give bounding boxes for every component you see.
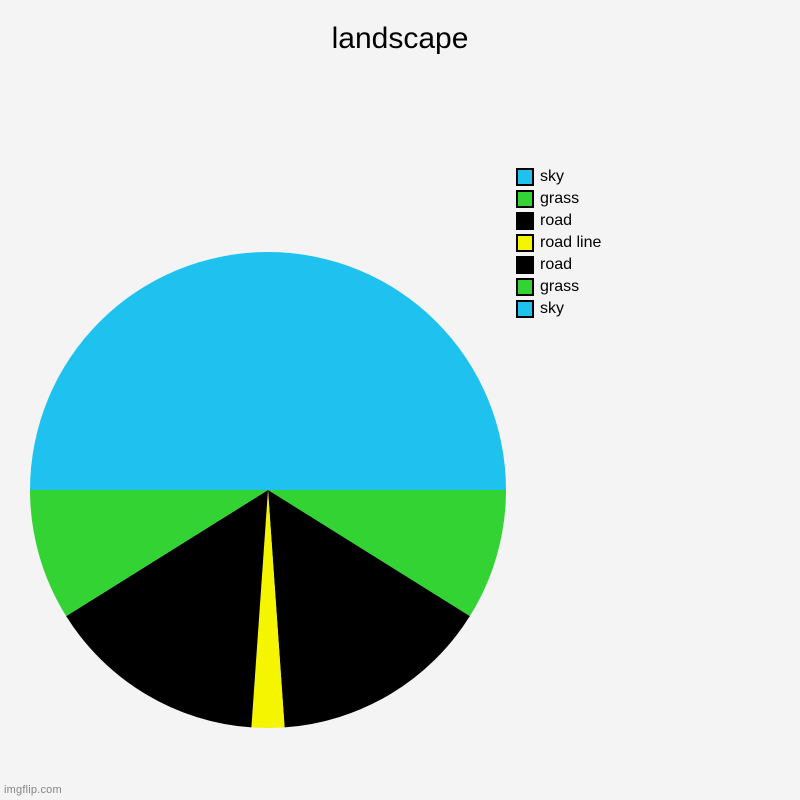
pie-slice-sky [30,252,268,490]
watermark: imgflip.com [4,784,62,796]
legend-label: road [540,212,572,230]
legend-swatch [516,256,534,274]
pie-svg [30,252,506,728]
legend: sky grass road road line road grass sky [516,168,601,322]
legend-item-road-line: road line [516,234,601,252]
legend-label: grass [540,278,579,296]
legend-label: sky [540,300,564,318]
page: landscape sky grass road road line road grass… [0,0,800,800]
legend-item-grass: grass [516,278,601,296]
legend-swatch [516,300,534,318]
legend-item-road: road [516,212,601,230]
legend-label: sky [540,168,564,186]
legend-swatch [516,234,534,252]
legend-item-sky: sky [516,300,601,318]
legend-label: road [540,256,572,274]
legend-swatch [516,212,534,230]
legend-item-grass: grass [516,190,601,208]
legend-label: road line [540,234,601,252]
legend-swatch [516,278,534,296]
legend-item-sky: sky [516,168,601,186]
legend-label: grass [540,190,579,208]
pie-slice-sky [268,252,506,490]
pie-chart [30,252,506,728]
legend-swatch [516,190,534,208]
chart-title: landscape [0,22,800,56]
legend-swatch [516,168,534,186]
legend-item-road: road [516,256,601,274]
